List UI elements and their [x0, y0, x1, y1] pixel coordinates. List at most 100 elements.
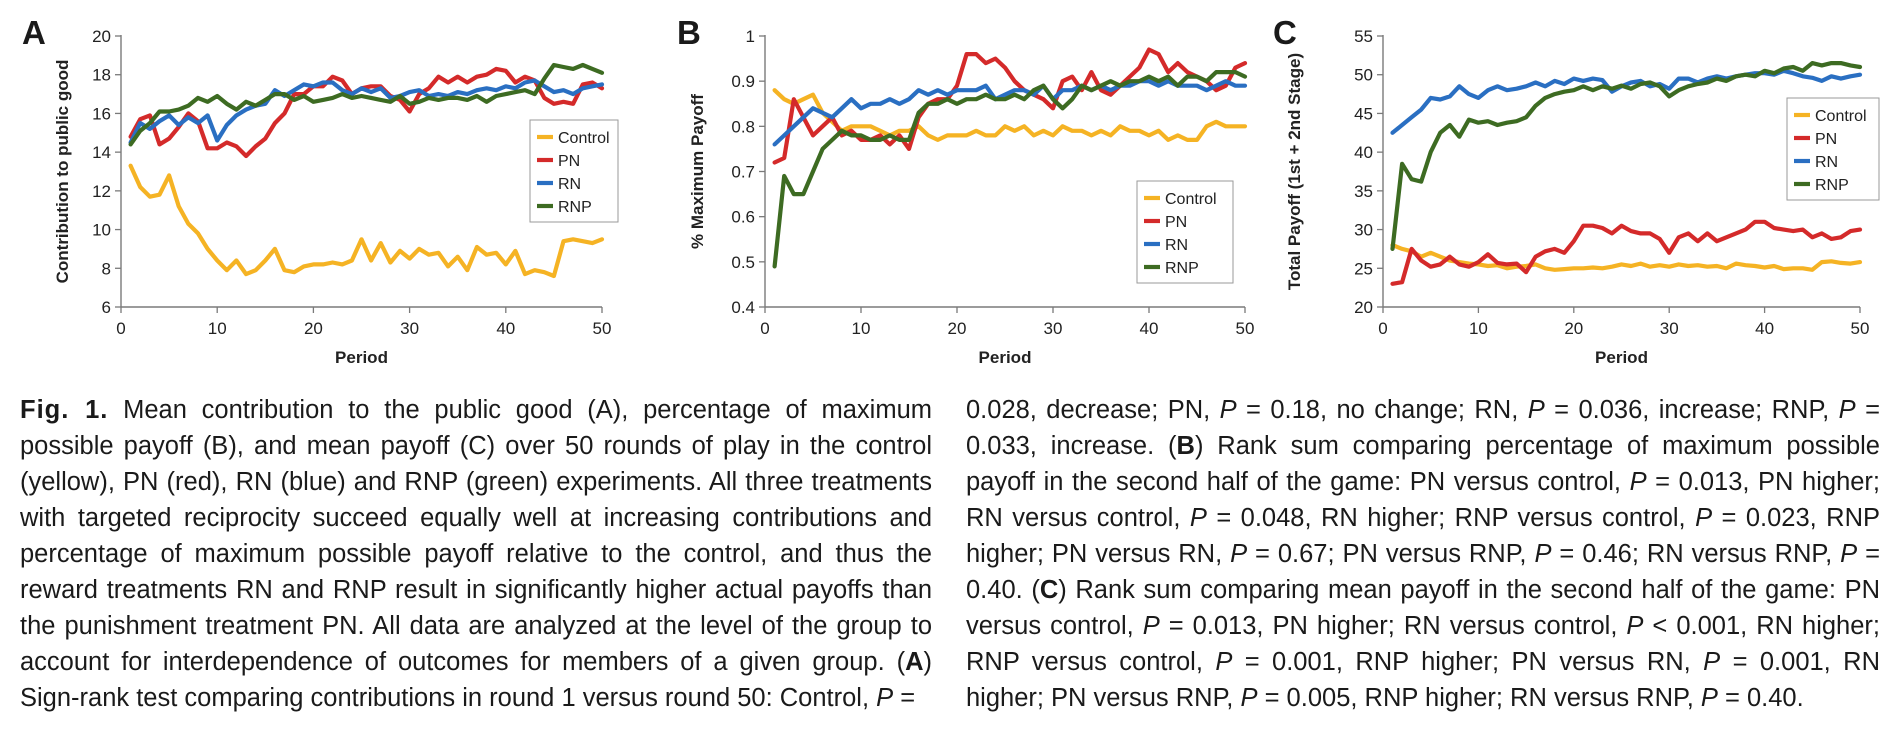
x-tick-label: 20 [1564, 319, 1583, 338]
caption-right-run: = 0.40. ( [966, 540, 1881, 604]
caption-left-text: Fig. 1. Mean contribution to the public … [20, 392, 932, 716]
caption-right-run: P [1700, 684, 1718, 712]
x-tick-label: 10 [852, 319, 871, 338]
x-tick-label: 40 [1140, 319, 1159, 338]
y-tick-label: 30 [1354, 221, 1373, 240]
caption-left-run: Mean contribution to the public good (A)… [20, 396, 932, 676]
y-tick-label: 8 [102, 259, 111, 278]
panel-letter: B [677, 14, 701, 51]
y-tick-label: 20 [1354, 298, 1373, 317]
legend-label: Control [558, 130, 610, 147]
y-tick-label: 12 [92, 182, 111, 201]
caption-right-run: ) Rank sum comparing mean payoff in the … [966, 576, 1880, 640]
y-tick-label: 1 [746, 27, 755, 46]
legend-label: PN [1165, 214, 1187, 231]
y-tick-label: 0.8 [731, 117, 755, 136]
series-line-rn [772, 79, 1248, 147]
legend-label: RN [558, 176, 581, 193]
caption-left-run: ) Sign-rank test comparing contributions… [20, 648, 932, 712]
legend-label: Control [1815, 108, 1867, 125]
legend-label: RNP [1165, 260, 1199, 277]
x-tick-label: 30 [400, 319, 419, 338]
series-line-control [128, 163, 605, 279]
series-line-control [772, 88, 1248, 142]
x-tick-label: 10 [208, 319, 227, 338]
y-tick-label: 0.9 [731, 72, 755, 91]
x-axis-label: Period [335, 348, 388, 367]
y-tick-label: 18 [92, 66, 111, 85]
x-tick-label: 50 [1236, 319, 1255, 338]
caption-left-column: Fig. 1. Mean contribution to the public … [20, 392, 932, 716]
caption-right-run: P [1626, 612, 1644, 640]
series-line-pn [772, 47, 1248, 165]
series-line-rnp [1390, 60, 1863, 251]
caption-left-run: P [876, 684, 894, 712]
caption-right-run: < 0.001, RN higher; RNP versus control, [966, 612, 1880, 676]
caption-right-run: = 0.001, RNP higher; PN versus RN, [1232, 648, 1704, 676]
y-tick-label: 35 [1354, 182, 1373, 201]
x-tick-label: 0 [116, 319, 125, 338]
legend: Control PN RN RNP [1786, 97, 1880, 201]
caption-right-run: = 0.033, increase. ( [966, 396, 1880, 460]
caption-right-run: P [1219, 396, 1237, 424]
caption-right-run: = 0.013, PN higher; RN versus control, [1159, 612, 1627, 640]
caption-left-run: Fig. 1. [20, 396, 109, 424]
caption-right-run: B [1176, 432, 1195, 460]
caption-right-run: = 0.18, no change; RN, [1236, 396, 1528, 424]
x-tick-label: 0 [1378, 319, 1387, 338]
legend-label: PN [558, 153, 580, 170]
legend-label: RN [1165, 237, 1188, 254]
y-tick-label: 0.6 [731, 208, 755, 227]
legend-label: PN [1815, 131, 1837, 148]
caption-right-run: = 0.023, RNP higher; PN versus RN, [966, 504, 1881, 568]
caption-right-run: P [1703, 648, 1721, 676]
series-line-rn [128, 78, 605, 145]
caption-right-run: C [1039, 576, 1059, 604]
legend-label: RN [1815, 154, 1838, 171]
caption-right-run: P [1840, 540, 1858, 568]
caption-right-run: = 0.67; PN versus RNP, [1247, 540, 1535, 568]
caption-right-run: P [1215, 648, 1233, 676]
caption-right-run: P [1838, 396, 1856, 424]
caption-right-run: = 0.40. [1717, 684, 1804, 712]
x-tick-label: 50 [593, 319, 612, 338]
legend: Control PN RN RNP [1136, 180, 1234, 284]
x-tick-label: 30 [1660, 319, 1679, 338]
y-tick-label: 6 [102, 298, 111, 317]
x-tick-label: 40 [496, 319, 515, 338]
caption-right-run: = 0.013, PN higher; RN versus control, [966, 468, 1881, 532]
y-tick-label: 40 [1354, 143, 1373, 162]
y-axis-label: Total Payoff (1st + 2nd Stage) [1285, 53, 1304, 290]
x-tick-label: 10 [1469, 319, 1488, 338]
caption-right-run: = 0.036, increase; RNP, [1544, 396, 1839, 424]
caption-right-run: P [1527, 396, 1545, 424]
caption-right-run: ) Rank sum comparing percentage of maxim… [966, 432, 1880, 496]
x-tick-label: 30 [1044, 319, 1063, 338]
y-tick-label: 55 [1354, 27, 1373, 46]
y-axis-label: Contribution to public good [53, 60, 72, 284]
y-tick-label: 50 [1354, 66, 1373, 85]
x-axis-label: Period [1595, 348, 1648, 367]
caption-right-column: 0.028, decrease; PN, P = 0.18, no change… [966, 392, 1880, 716]
caption-right-run: P [1189, 504, 1207, 532]
y-tick-label: 25 [1354, 259, 1373, 278]
series-line-pn [128, 66, 605, 159]
legend: Control PN RN RNP [529, 119, 619, 223]
caption-right-run: = 0.001, RN higher; PN versus RNP, [966, 648, 1880, 712]
legend-label: RNP [1815, 177, 1849, 194]
caption-right-run: P [1230, 540, 1248, 568]
y-tick-label: 20 [92, 27, 111, 46]
y-tick-label: 0.7 [731, 163, 755, 182]
caption-right-run: = 0.46; RN versus RNP, [1551, 540, 1841, 568]
y-tick-label: 16 [92, 104, 111, 123]
y-tick-label: 14 [92, 143, 111, 162]
caption-left-run: = [893, 684, 916, 712]
y-tick-label: 10 [92, 221, 111, 240]
legend-label: RNP [558, 199, 592, 216]
panel-letter: A [22, 14, 46, 51]
series-line-pn [1390, 219, 1863, 286]
caption-right-run: P [1142, 612, 1160, 640]
caption-right-run: = 0.048, RN higher; RNP versus control, [1206, 504, 1696, 532]
